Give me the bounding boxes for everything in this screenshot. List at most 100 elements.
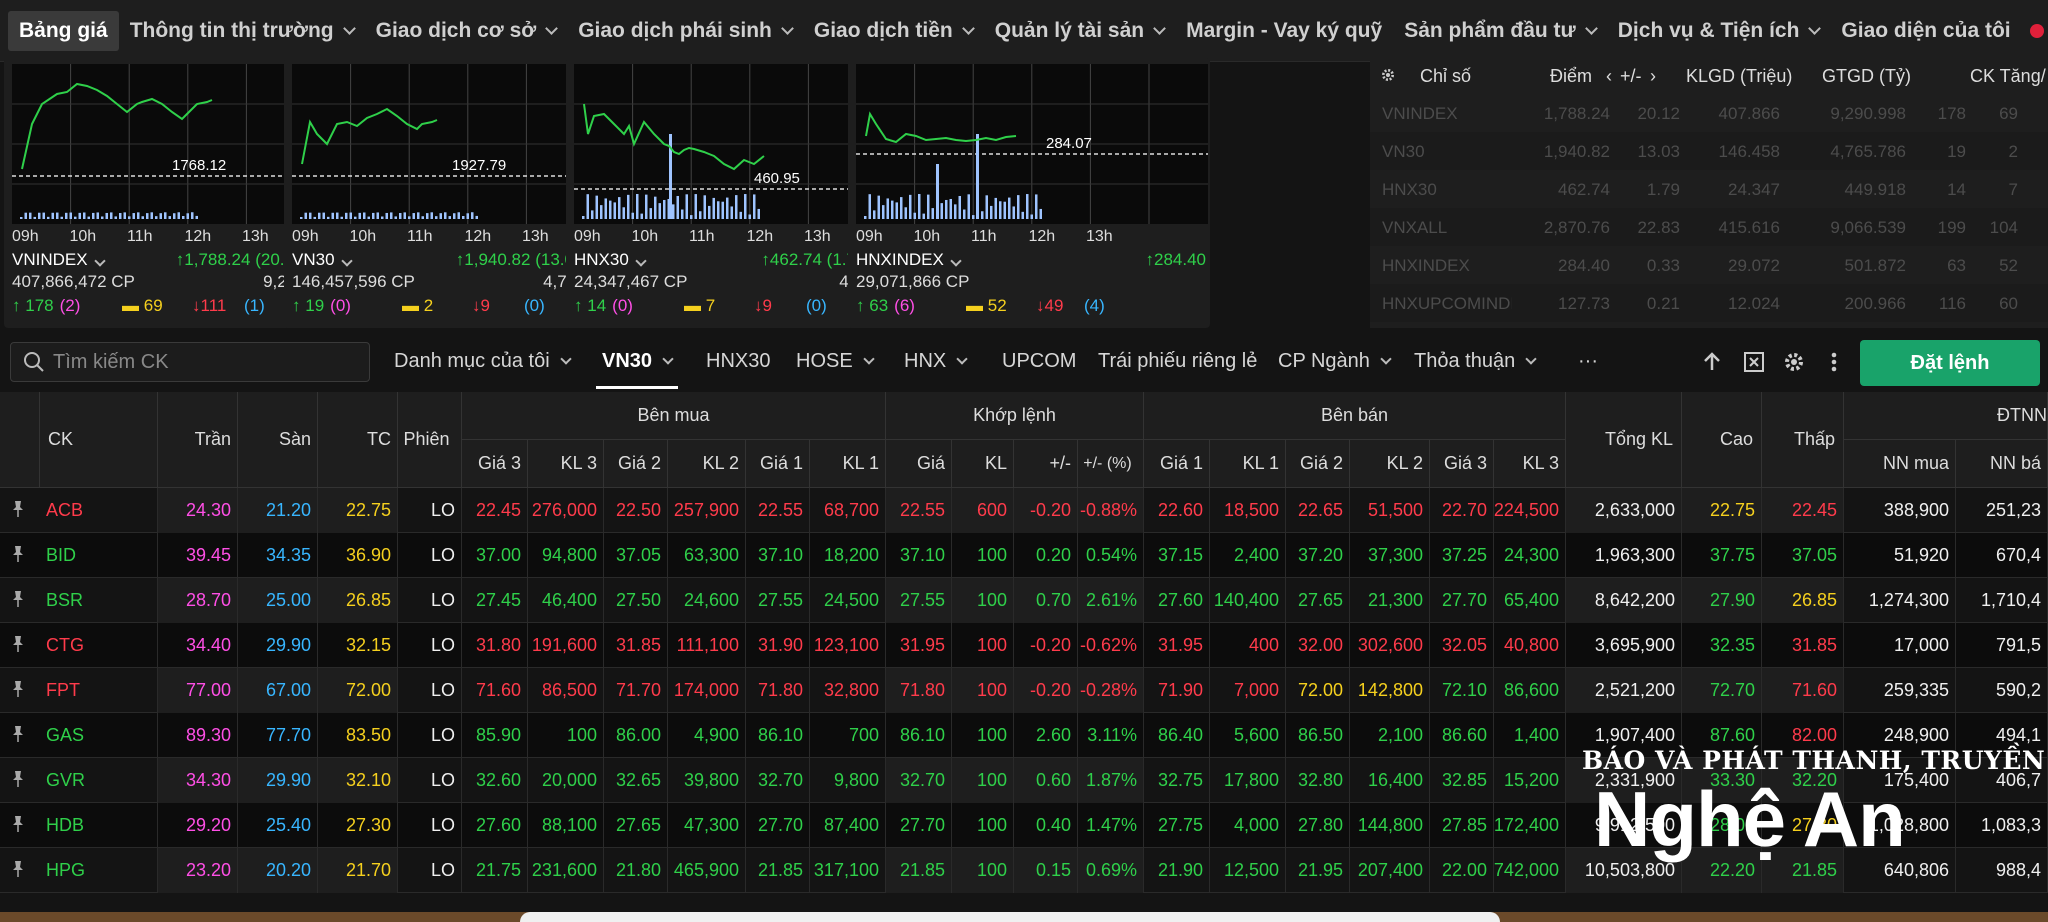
cell-s1[interactable]: 21.90 — [1144, 848, 1210, 893]
cell-sk1[interactable]: 5,600 — [1210, 713, 1286, 758]
cell-bk2[interactable]: 24,600 — [668, 578, 746, 623]
index-col-change[interactable]: +/- — [1620, 66, 1642, 86]
cell-bk3[interactable]: 94,800 — [528, 533, 604, 578]
cell-s3[interactable]: 22.00 — [1430, 848, 1494, 893]
table-row[interactable]: CTG 34.40 29.90 32.15 LO 31.80 191,600 31.85 111… — [0, 623, 2048, 668]
search-box[interactable] — [10, 342, 370, 382]
cell-bk1[interactable]: 68,700 — [810, 488, 886, 533]
cell-ck[interactable]: FPT — [40, 668, 158, 713]
cell-sk2[interactable]: 2,100 — [1350, 713, 1430, 758]
cell-ck[interactable]: CTG — [40, 623, 158, 668]
cell-bk3[interactable]: 88,100 — [528, 803, 604, 848]
cell-b3[interactable]: 22.45 — [462, 488, 528, 533]
tab-0[interactable]: Danh mục của tôi — [394, 350, 572, 373]
index-name[interactable]: HNXINDEX — [856, 250, 944, 269]
cell-bk2[interactable]: 47,300 — [668, 803, 746, 848]
cell-b2[interactable]: 27.65 — [604, 803, 668, 848]
cell-san[interactable]: 25.00 — [238, 578, 318, 623]
cell-ck[interactable]: ACB — [40, 488, 158, 533]
cell-sk2[interactable]: 207,400 — [1350, 848, 1430, 893]
index-table-row[interactable]: HNXINDEX 284.40 0.33 29.072 501.872 63 52 — [1370, 246, 2048, 284]
nav-item-7[interactable]: Sản phẩm đầu tư — [1393, 11, 1607, 51]
cell-s3[interactable]: 22.70 — [1430, 488, 1494, 533]
chevron-right-icon[interactable]: › — [1650, 66, 1656, 86]
cell-b1[interactable]: 27.70 — [746, 803, 810, 848]
nav-item-9[interactable]: Giao diện của tôi — [1830, 11, 2021, 51]
cell-s3[interactable]: 27.70 — [1430, 578, 1494, 623]
chevron-left-icon[interactable]: ‹ — [1606, 66, 1612, 86]
cell-s2[interactable]: 21.95 — [1286, 848, 1350, 893]
gear-icon[interactable] — [1780, 350, 1808, 378]
tab-2[interactable]: HNX30 — [706, 350, 770, 373]
cell-s3[interactable]: 37.25 — [1430, 533, 1494, 578]
cell-sk2[interactable]: 37,300 — [1350, 533, 1430, 578]
cell-b2[interactable]: 31.85 — [604, 623, 668, 668]
cell-sk2[interactable]: 302,600 — [1350, 623, 1430, 668]
index-name[interactable]: VNINDEX — [12, 250, 88, 269]
cell-b2[interactable]: 22.50 — [604, 488, 668, 533]
cell-b1[interactable]: 27.55 — [746, 578, 810, 623]
cell-s3[interactable]: 27.85 — [1430, 803, 1494, 848]
cell-s1[interactable]: 31.95 — [1144, 623, 1210, 668]
chevron-down-icon[interactable] — [635, 255, 647, 267]
pin-icon[interactable] — [10, 545, 26, 565]
pin-icon[interactable] — [10, 635, 26, 655]
pin-icon[interactable] — [10, 590, 26, 610]
cell-p[interactable]: 71.80 — [886, 668, 952, 713]
cell-b1[interactable]: 31.90 — [746, 623, 810, 668]
cell-sk3[interactable]: 65,400 — [1494, 578, 1566, 623]
cell-s2[interactable]: 27.65 — [1286, 578, 1350, 623]
cell-b3[interactable]: 27.60 — [462, 803, 528, 848]
tab-1[interactable]: VN30 — [595, 350, 679, 389]
nav-item-4[interactable]: Giao dịch tiền — [803, 11, 984, 51]
cell-bk2[interactable]: 111,100 — [668, 623, 746, 668]
cell-san[interactable]: 20.20 — [238, 848, 318, 893]
tab-7[interactable]: CP Ngành — [1278, 350, 1392, 373]
cell-s3[interactable]: 86.60 — [1430, 713, 1494, 758]
table-row[interactable]: FPT 77.00 67.00 72.00 LO 71.60 86,500 71.70 174,… — [0, 668, 2048, 713]
cell-sk2[interactable]: 51,500 — [1350, 488, 1430, 533]
cell-ck[interactable]: GAS — [40, 713, 158, 758]
index-table-row[interactable]: VNINDEX 1,788.24 20.12 407.866 9,290.998 178 6… — [1370, 94, 2048, 132]
cell-bk1[interactable]: 87,400 — [810, 803, 886, 848]
cell-b2[interactable]: 37.05 — [604, 533, 668, 578]
chevron-down-icon[interactable] — [340, 255, 353, 267]
index-card-hnxindex[interactable]: 284.07 09h 10h 11h 12h 13h HNXINDEX ↑284.40 29,… — [848, 58, 1210, 328]
cell-sk1[interactable]: 140,400 — [1210, 578, 1286, 623]
cell-b2[interactable]: 27.50 — [604, 578, 668, 623]
cell-p[interactable]: 32.70 — [886, 758, 952, 803]
cell-bk1[interactable]: 24,500 — [810, 578, 886, 623]
nav-item-2[interactable]: Giao dịch cơ sở — [365, 11, 568, 51]
table-row[interactable]: HDB 29.20 25.40 27.30 LO 27.60 88,100 27.65 47,3… — [0, 803, 2048, 848]
cell-sk2[interactable]: 142,800 — [1350, 668, 1430, 713]
cell-san[interactable]: 29.90 — [238, 758, 318, 803]
pin-icon[interactable] — [10, 815, 26, 835]
cell-sk1[interactable]: 2,400 — [1210, 533, 1286, 578]
cell-s2[interactable]: 32.00 — [1286, 623, 1350, 668]
index-table-row[interactable]: VNXALL 2,870.76 22.83 415.616 9,066.539 199 10… — [1370, 208, 2048, 246]
cell-p[interactable]: 27.55 — [886, 578, 952, 623]
cell-p[interactable]: 21.85 — [886, 848, 952, 893]
pin-icon[interactable] — [10, 725, 26, 745]
cell-sk1[interactable]: 12,500 — [1210, 848, 1286, 893]
cell-bk2[interactable]: 39,800 — [668, 758, 746, 803]
gear-icon[interactable] — [1380, 67, 1396, 88]
cell-p[interactable]: 86.10 — [886, 713, 952, 758]
table-row[interactable]: BID 39.45 34.35 36.90 LO 37.00 94,800 37.05 63,3… — [0, 533, 2048, 578]
cell-bk1[interactable]: 18,200 — [810, 533, 886, 578]
cell-bk1[interactable]: 317,100 — [810, 848, 886, 893]
cell-s1[interactable]: 71.90 — [1144, 668, 1210, 713]
tab-5[interactable]: UPCOM — [1002, 350, 1076, 373]
cell-san[interactable]: 34.35 — [238, 533, 318, 578]
cell-b1[interactable]: 37.10 — [746, 533, 810, 578]
cell-s3[interactable]: 32.85 — [1430, 758, 1494, 803]
cell-s2[interactable]: 72.00 — [1286, 668, 1350, 713]
place-order-button[interactable]: Đặt lệnh — [1860, 340, 2040, 386]
cell-bk1[interactable]: 32,800 — [810, 668, 886, 713]
cell-b1[interactable]: 21.85 — [746, 848, 810, 893]
cell-sk1[interactable]: 400 — [1210, 623, 1286, 668]
cell-bk1[interactable]: 123,100 — [810, 623, 886, 668]
cell-p[interactable]: 37.10 — [886, 533, 952, 578]
cell-sk3[interactable]: 742,000 — [1494, 848, 1566, 893]
cell-bk3[interactable]: 20,000 — [528, 758, 604, 803]
